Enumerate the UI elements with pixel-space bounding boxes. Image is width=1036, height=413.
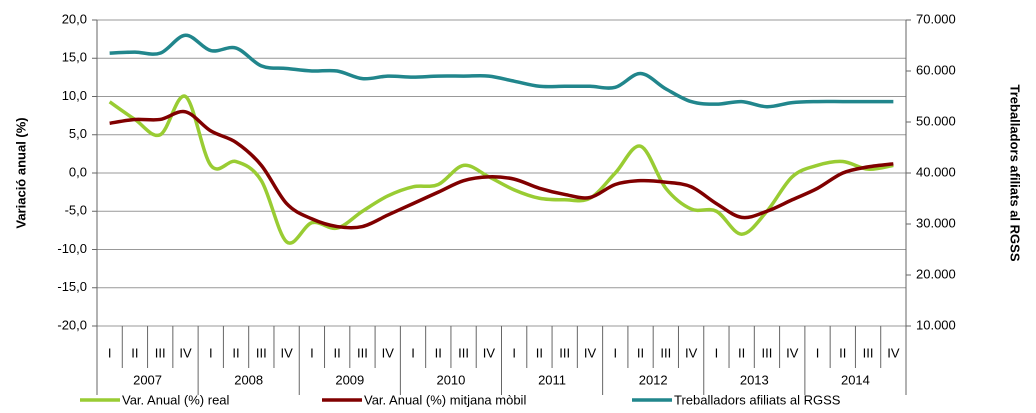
y2-tick-label: 50.000 <box>916 113 956 128</box>
x-tick-label: III <box>155 345 166 360</box>
y2-axis-label: Treballadors afiliats al RGSS <box>1008 84 1023 261</box>
y-tick-label: 15,0 <box>62 50 87 65</box>
x-tick-label: II <box>232 345 239 360</box>
y2-tick-label: 70.000 <box>916 11 956 26</box>
y-tick-label: 20,0 <box>62 11 87 26</box>
legend-label: Var. Anual (%) real <box>122 392 230 407</box>
year-label: 2012 <box>639 372 668 387</box>
x-tick-label: IV <box>786 345 799 360</box>
year-label: 2010 <box>436 372 465 387</box>
x-tick-label: II <box>738 345 745 360</box>
x-tick-label: III <box>458 345 469 360</box>
y-tick-label: -5,0 <box>65 203 87 218</box>
x-tick-label: III <box>762 345 773 360</box>
y2-tick-label: 30.000 <box>916 215 956 230</box>
legend-label: Var. Anual (%) mitjana mòbil <box>364 392 526 407</box>
y-tick-label: -10,0 <box>57 241 87 256</box>
x-tick-label: II <box>839 345 846 360</box>
x-tick-label: IV <box>483 345 496 360</box>
y-axis-label: Variació anual (%) <box>13 117 28 228</box>
y2-tick-label: 40.000 <box>916 164 956 179</box>
year-label: 2014 <box>841 372 870 387</box>
y2-tick-label: 10.000 <box>916 317 956 332</box>
x-tick-label: I <box>310 345 314 360</box>
x-tick-label: II <box>131 345 138 360</box>
x-tick-label: IV <box>685 345 698 360</box>
series-line <box>109 33 894 109</box>
x-tick-label: II <box>536 345 543 360</box>
legend-label: Treballadors afiliats al RGSS <box>674 392 841 407</box>
year-label: 2009 <box>335 372 364 387</box>
y2-tick-label: 20.000 <box>916 266 956 281</box>
x-tick-label: I <box>816 345 820 360</box>
year-label: 2008 <box>234 372 263 387</box>
x-tick-label: III <box>256 345 267 360</box>
x-tick-label: IV <box>280 345 293 360</box>
series-line <box>109 109 894 230</box>
y-tick-label: 10,0 <box>62 88 87 103</box>
x-tick-label: IV <box>887 345 900 360</box>
y-tick-label: -15,0 <box>57 279 87 294</box>
x-tick-label: III <box>357 345 368 360</box>
series-line <box>108 94 894 245</box>
x-tick-label: I <box>209 345 213 360</box>
x-tick-label: IV <box>584 345 597 360</box>
x-tick-label: I <box>411 345 415 360</box>
x-tick-label: I <box>613 345 617 360</box>
x-tick-label: II <box>435 345 442 360</box>
y-tick-label: 0,0 <box>69 164 87 179</box>
x-tick-label: I <box>108 345 112 360</box>
y2-tick-label: 60.000 <box>916 62 956 77</box>
x-tick-label: III <box>660 345 671 360</box>
y-tick-label: 5,0 <box>69 126 87 141</box>
year-label: 2013 <box>740 372 769 387</box>
x-tick-label: II <box>334 345 341 360</box>
year-label: 2011 <box>538 372 566 387</box>
x-tick-label: I <box>512 345 516 360</box>
x-tick-label: IV <box>382 345 395 360</box>
x-tick-label: III <box>559 345 570 360</box>
x-tick-label: IV <box>179 345 192 360</box>
x-tick-label: I <box>715 345 719 360</box>
x-tick-label: II <box>637 345 644 360</box>
x-tick-label: III <box>863 345 874 360</box>
year-label: 2007 <box>133 372 162 387</box>
y-tick-label: -20,0 <box>57 317 87 332</box>
